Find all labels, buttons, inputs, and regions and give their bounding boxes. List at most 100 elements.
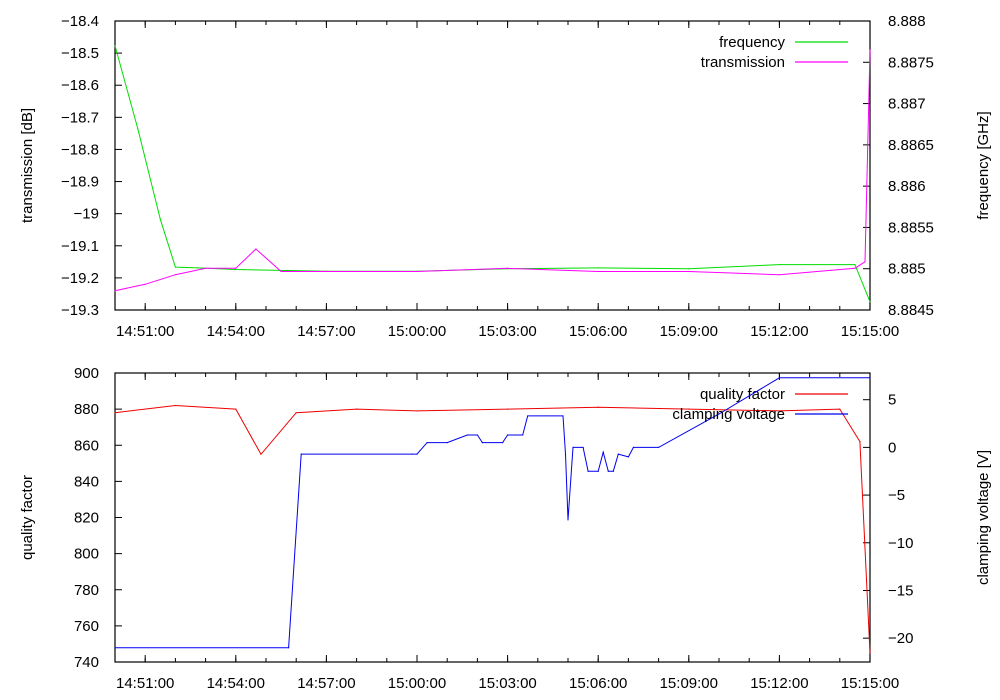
chart2-legend-label: quality factor [700, 386, 785, 403]
chart2-y2-tick-label: −20 [888, 630, 913, 647]
chart2-data-point [466, 434, 468, 436]
chart1-y-tick-label: −19.1 [61, 238, 99, 255]
chart2-data-point [587, 470, 589, 472]
chart1-data-point [778, 274, 781, 276]
chart2-data-point [632, 446, 635, 448]
chart2-data-point [869, 652, 871, 654]
chart2-data-point [778, 377, 781, 379]
chart2-y-tick-label: 860 [74, 437, 99, 454]
chart1-y2-tick-label: 8.885 [888, 261, 926, 278]
chart2-data-point [522, 434, 524, 436]
chart1-data-point [205, 267, 207, 269]
chart2-data-point [527, 415, 529, 417]
chart2-data-point [572, 446, 574, 448]
chart2-y2-tick-label: −5 [888, 487, 905, 504]
chart1-x-tick-label: 15:06:00 [569, 323, 627, 340]
chart1-x-tick-label: 14:54:00 [207, 323, 265, 340]
chart2-y-tick-label: 760 [74, 618, 99, 635]
chart2-data-point [718, 413, 720, 415]
chart2-data-point [295, 412, 297, 414]
chart2-data-point [288, 647, 290, 649]
chart2-y-tick-label: 880 [74, 401, 99, 418]
chart1-y2-tick-label: 8.8865 [888, 137, 934, 154]
chart1-series-transmission [114, 49, 871, 292]
chart1-data-point [778, 263, 781, 266]
chart2-y2-tick-label: 0 [888, 439, 896, 456]
chart1-data-point [114, 45, 116, 47]
chart1-y2-tick-label: 8.887 [888, 96, 926, 113]
chart1-series-frequency [114, 45, 871, 302]
chart2-x-tick-label: 14:54:00 [207, 675, 265, 692]
chart2-data-point [567, 519, 569, 521]
chart1-x-tick-label: 15:12:00 [750, 323, 808, 340]
chart2-y2-axis-label: clamping voltage [V] [975, 450, 992, 585]
chart1-data-point [174, 266, 176, 268]
chart2-data-point [476, 434, 478, 436]
chart1-x-tick-label: 14:57:00 [297, 323, 355, 340]
chart2-data-point [416, 453, 418, 455]
chart2-data-point [597, 406, 599, 408]
chart2-data-point [446, 442, 448, 444]
chart2-data-point [617, 453, 619, 455]
chart2-y-tick-label: 840 [74, 473, 99, 490]
chart2-data-point [174, 404, 176, 407]
chart2-data-point [602, 451, 604, 453]
chart2-data-point [658, 446, 660, 448]
chart2-data-point [582, 446, 584, 448]
chart1-data-point [854, 267, 856, 269]
chart1-x-tick-label: 15:15:00 [841, 323, 899, 340]
chart1-y-tick-label: −18.4 [61, 13, 99, 30]
chart1-data-point [235, 267, 237, 269]
chart2-data-point [859, 441, 861, 443]
chart1-data-point [137, 127, 139, 129]
chart1-data-point [235, 268, 237, 271]
chart2-data-point [564, 453, 567, 455]
chart2-data-point [235, 408, 237, 410]
chart2-x-tick-label: 15:09:00 [660, 675, 718, 692]
chart2-data-point [114, 647, 116, 649]
chart1-x-tick-label: 14:51:00 [116, 323, 174, 340]
chart1-data-point [864, 261, 866, 263]
chart2-legend-label: clamping voltage [672, 406, 785, 423]
chart1-data-point [197, 267, 199, 269]
chart2-data-point [839, 408, 841, 410]
chart2-data-point [356, 408, 358, 410]
chart1-y2-tick-label: 8.888 [888, 13, 926, 30]
chart1-legend-label: transmission [701, 54, 785, 71]
chart1-plot-frame [114, 20, 871, 311]
chart1-y-tick-label: −19.2 [61, 270, 99, 287]
chart1-data-point [144, 283, 146, 285]
chart2-data-point [411, 453, 413, 455]
chart1-x-tick-label: 15:09:00 [660, 323, 718, 340]
chart2-y-axis-label: quality factor [19, 475, 36, 560]
chart2-data-point [562, 415, 564, 417]
chart1-y-tick-label: −19.3 [61, 302, 99, 319]
chart1-y-tick-label: −18.5 [61, 45, 99, 62]
chart2-data-point [260, 453, 262, 455]
chart2-y-tick-label: 800 [74, 546, 99, 563]
chart2-data-point [869, 377, 871, 379]
chart2-x-tick-label: 15:00:00 [388, 675, 446, 692]
chart2-y-tick-label: 900 [74, 365, 99, 382]
chart2-data-point [416, 410, 418, 412]
chart1-y2-tick-label: 8.886 [888, 178, 926, 195]
chart1-y2-tick-label: 8.8845 [888, 302, 934, 319]
chart1-y-tick-label: −18.6 [61, 77, 99, 94]
chart1-data-point [688, 268, 690, 270]
chart1-y-axis-label: transmission [dB] [19, 108, 36, 223]
chart1-data-point [597, 270, 599, 273]
chart1-data-point [854, 263, 856, 266]
chart2-x-tick-label: 14:51:00 [116, 675, 174, 692]
chart1-data-point [597, 267, 599, 269]
chart2-data-point [778, 410, 781, 412]
chart1-data-point [255, 248, 257, 250]
chart1-y2-tick-label: 8.8875 [888, 54, 934, 71]
chart2-series-quality-factor [114, 404, 871, 654]
chart1-data-point [325, 270, 327, 273]
chart1-data-point [869, 49, 871, 51]
chart2-data-point [597, 470, 599, 472]
chart2-x-tick-label: 15:03:00 [478, 675, 536, 692]
chart1-data-point [869, 301, 871, 303]
